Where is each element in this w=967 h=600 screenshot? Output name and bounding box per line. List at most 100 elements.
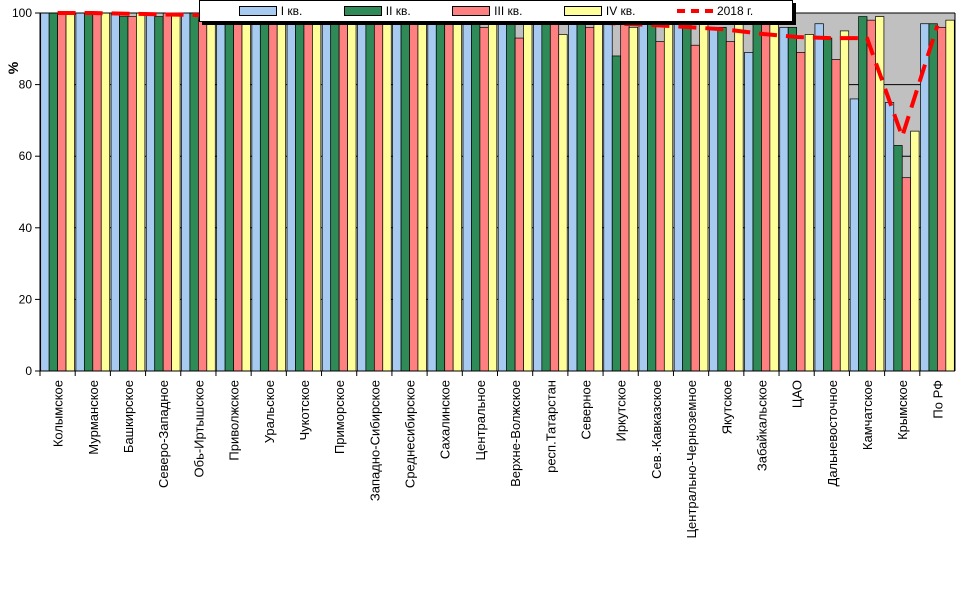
category-label: Камчатское [860,380,875,450]
bar [576,19,586,372]
bar [241,12,251,372]
category-label: Приволжское [227,380,242,461]
bar [849,98,859,372]
bar [839,30,850,372]
bar [417,16,427,372]
bar [462,12,472,372]
category-label: Центральное [473,380,488,460]
bar [295,16,305,372]
bar [233,12,243,372]
bar [787,26,797,372]
bar [779,26,789,372]
bar [392,19,402,372]
bar [427,12,437,372]
bar [611,55,622,372]
bar [866,19,876,372]
bar [752,23,762,372]
bar [435,16,446,372]
bar [452,19,462,372]
legend-label-q4: IV кв. [605,4,636,18]
legend-label-q3: III кв. [494,4,523,18]
category-label: Якутское [719,380,734,434]
chart-legend: I кв. II кв. III кв. IV кв. 2018 г. [199,0,793,22]
category-label: Сев.-Кавказское [649,380,664,479]
legend-item-q1: I кв. [238,4,303,18]
bar [145,12,156,372]
bar [893,145,903,372]
bar [382,16,392,372]
category-label: Забайкальское [754,380,769,471]
bar [171,12,181,372]
category-label: Дальневосточное [825,380,840,486]
category-label: Иркутское [614,380,629,442]
bar [365,16,375,372]
bar [286,19,296,372]
bar [181,12,191,372]
bar [761,23,771,372]
y-axis-label: % [5,61,21,74]
bar [189,12,199,372]
category-label: Центрально-Черноземное [684,380,699,539]
bar [937,26,947,372]
y-tick-label: 100 [12,6,32,20]
y-tick-label: 60 [19,149,33,163]
category-label: Башкирское [121,380,136,453]
bar [206,16,216,372]
bar [92,12,102,372]
bar [268,12,278,372]
bar [65,12,75,372]
bar [638,19,648,372]
bar [858,16,868,372]
bar [568,19,578,372]
bar [400,16,410,372]
bar [330,19,340,372]
y-tick-label: 0 [25,364,32,378]
category-label: Западно-Сибирское [367,380,382,501]
bar [514,37,524,372]
legend-swatch-q3 [452,6,491,16]
y-tick-label: 20 [19,292,33,306]
bar [831,59,841,372]
bar [928,23,938,372]
bar [603,12,613,372]
bar [312,12,322,372]
bar [488,19,498,372]
bar [663,16,674,372]
bar [814,23,824,372]
legend-swatch-q2 [343,6,382,16]
bar [628,26,638,372]
bar [409,16,419,372]
bar [48,12,58,372]
bar [699,19,709,372]
bar [259,12,270,372]
category-label: Сахалинское [438,380,453,459]
bar [769,23,779,372]
bar [734,19,744,372]
category-label: Мурманское [86,380,101,455]
bar [620,12,630,372]
legend-label-q1: I кв. [280,4,303,18]
bar [471,16,481,372]
bar [224,16,234,372]
bar [276,16,286,372]
bar [558,34,568,372]
bar [162,12,172,372]
bar [321,12,332,372]
bar [717,26,727,372]
bar [57,12,67,372]
bar [655,41,665,372]
bar [682,16,692,372]
bar [804,34,814,372]
bar [198,19,208,372]
bar [585,26,595,372]
category-label: Среднесибирское [403,380,418,488]
bar [127,16,137,372]
category-label: Уральское [262,380,277,443]
bar [75,12,85,372]
bar [136,12,146,372]
bar [154,16,164,372]
bar [251,12,261,372]
bar [373,16,384,372]
category-label: Обь-Иртышское [191,380,206,477]
category-label: Чукотское [297,380,312,441]
